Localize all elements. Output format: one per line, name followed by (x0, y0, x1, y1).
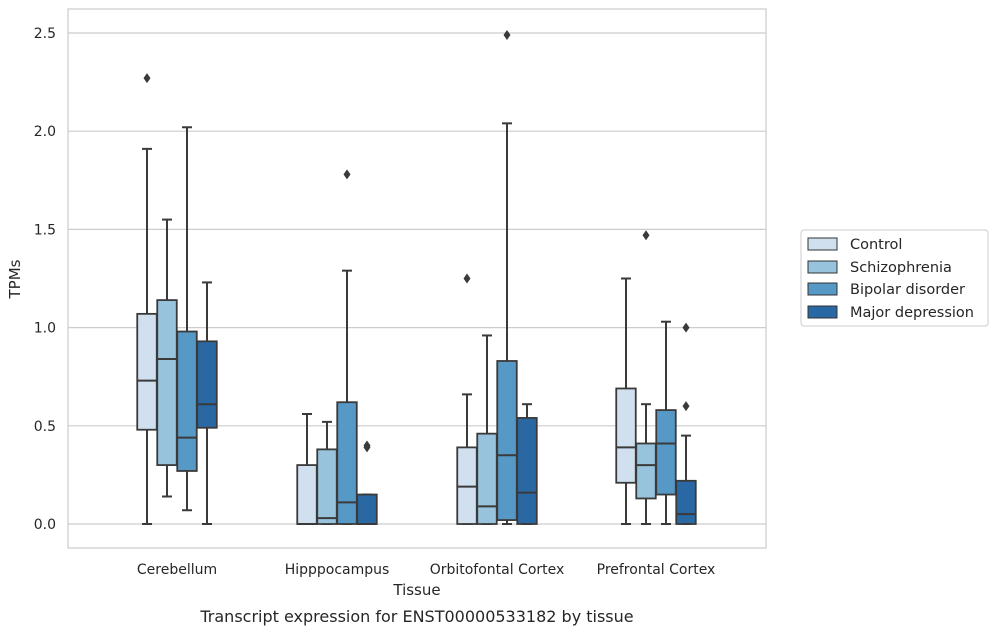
iqr-box (196, 340, 218, 429)
x-tick-label: Prefrontal Cortex (597, 562, 716, 578)
legend-label-major-depression: Major depression (850, 305, 974, 321)
box-control (456, 273, 478, 525)
legend: Control Schizophrenia Bipolar disorder M… (800, 229, 989, 327)
box-major-depression (675, 322, 697, 525)
chart-caption: Transcript expression for ENST0000053318… (199, 607, 633, 626)
box-major-depression (356, 440, 378, 525)
y-tick-label: 2.5 (34, 26, 56, 42)
box-major-depression (516, 403, 538, 525)
iqr-box (655, 409, 677, 496)
outlier-point (682, 322, 690, 333)
iqr-box (356, 493, 378, 525)
outlier-point (463, 273, 471, 284)
box-control (296, 413, 318, 525)
box-schizophrenia (316, 420, 338, 525)
x-tick-label: Hipppocampus (285, 562, 390, 578)
x-axis-title: Tissue (392, 581, 440, 599)
legend-frame (800, 229, 989, 327)
box-bipolar-disorder (176, 126, 198, 512)
box-control (136, 73, 158, 525)
y-tick-label: 1.0 (34, 321, 56, 337)
y-axis-title: TPMs (6, 259, 24, 299)
outlier-point (143, 73, 151, 84)
legend-label-control: Control (850, 237, 902, 253)
iqr-box (336, 401, 358, 525)
legend-swatch-major-depression (807, 305, 838, 319)
box-major-depression (196, 281, 218, 525)
legend-label-schizophrenia: Schizophrenia (850, 260, 952, 276)
plot-area-frame (67, 8, 767, 549)
x-tick-labels: Cerebellum Hipppocampus Orbitofontal Corte… (137, 562, 715, 578)
y-tick-labels: 0.0 0.5 1.0 1.5 2.0 2.5 (34, 26, 56, 533)
iqr-box (136, 312, 158, 431)
legend-swatch-control (807, 237, 838, 251)
iqr-box (176, 330, 198, 472)
box-bipolar-disorder (496, 29, 518, 525)
iqr-box (156, 299, 178, 466)
iqr-box (316, 448, 338, 525)
x-tick-label: Cerebellum (137, 562, 217, 578)
y-tick-label: 1.5 (34, 222, 56, 238)
box-schizophrenia (476, 334, 498, 525)
iqr-box (615, 387, 637, 484)
box-schizophrenia (635, 230, 657, 525)
outlier-point (682, 401, 690, 412)
outlier-point (503, 29, 511, 40)
y-tick-label: 0.5 (34, 419, 56, 435)
box-schizophrenia (156, 218, 178, 498)
iqr-box (496, 360, 518, 521)
outlier-point (343, 169, 351, 180)
iqr-box (635, 442, 657, 500)
y-tick-label: 0.0 (34, 517, 56, 533)
iqr-box (296, 464, 318, 525)
box-bipolar-disorder (655, 320, 677, 525)
box-bipolar-disorder (336, 169, 358, 525)
x-tick-label: Orbitofontal Cortex (430, 562, 565, 578)
legend-swatch-bipolar-disorder (807, 282, 838, 296)
y-tick-label: 2.0 (34, 124, 56, 140)
iqr-box (675, 479, 697, 525)
outlier-point (642, 230, 650, 241)
box-control (615, 277, 637, 525)
outlier-point (363, 440, 371, 451)
legend-label-bipolar-disorder: Bipolar disorder (850, 282, 965, 298)
legend-swatch-schizophrenia (807, 260, 838, 274)
boxes (136, 29, 697, 525)
iqr-box (516, 417, 538, 525)
iqr-box (476, 432, 498, 525)
